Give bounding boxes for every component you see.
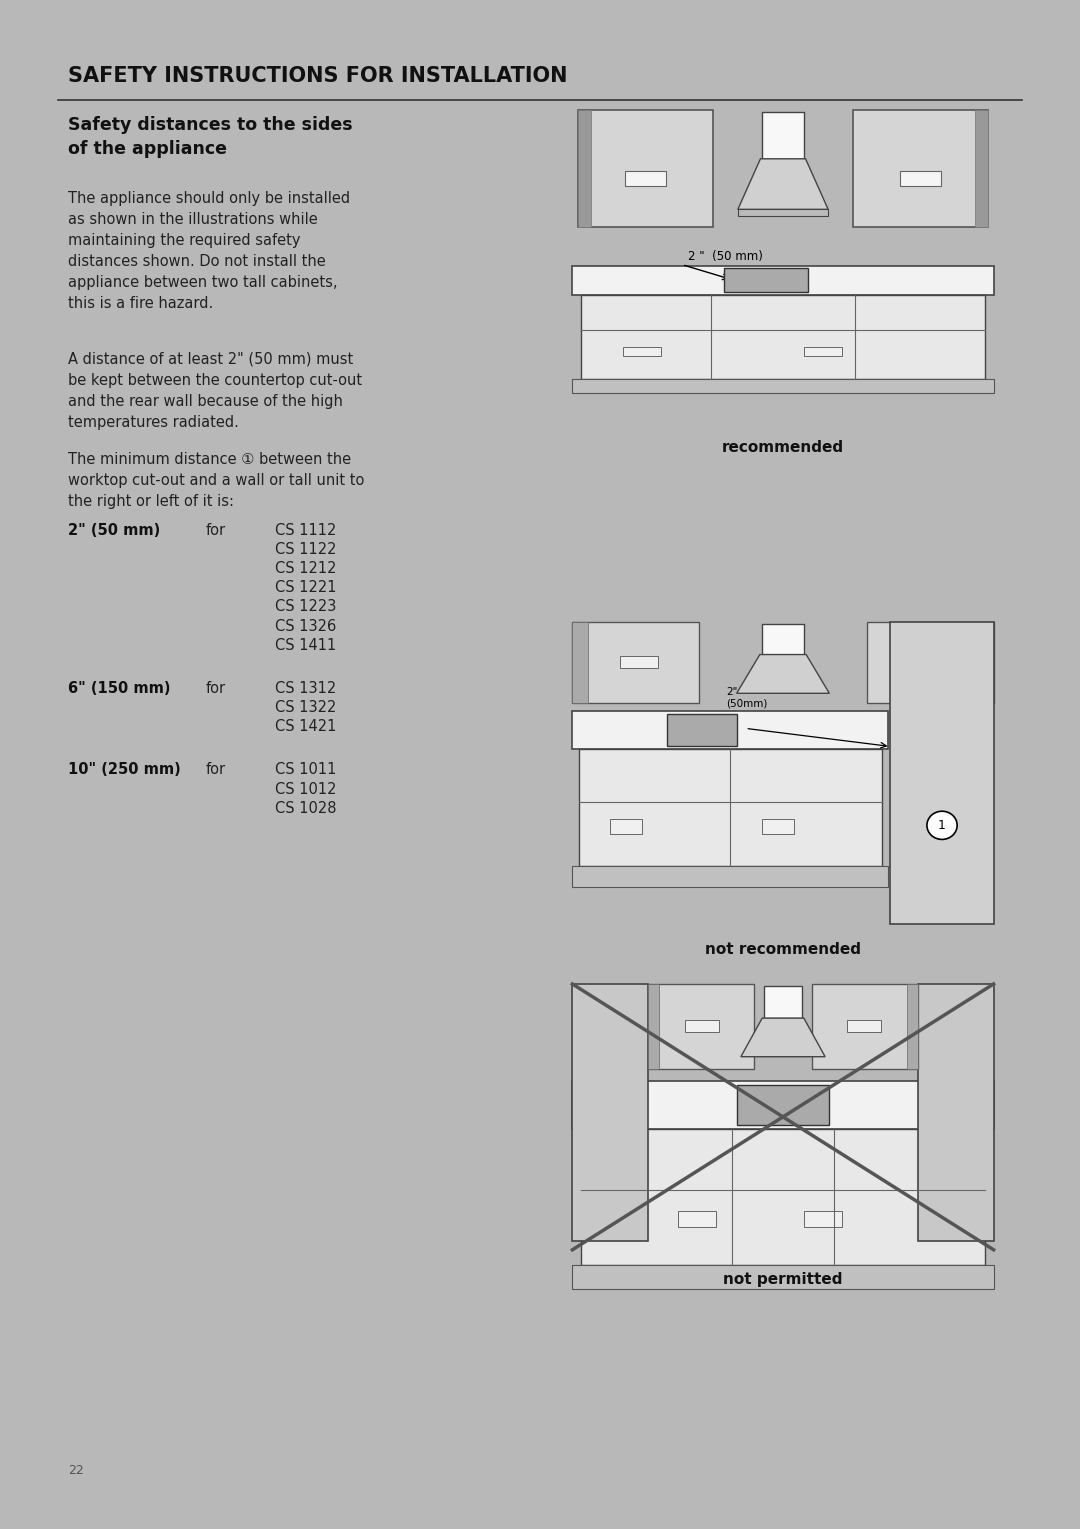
- Bar: [978, 621, 994, 703]
- Bar: [572, 1264, 994, 1289]
- Circle shape: [927, 812, 957, 839]
- Polygon shape: [737, 654, 829, 693]
- Text: for: for: [205, 523, 226, 538]
- Bar: [890, 621, 994, 924]
- Text: CS 1012: CS 1012: [275, 781, 337, 797]
- Bar: [610, 820, 642, 833]
- Bar: [581, 295, 985, 379]
- Text: 2"
(50mm): 2" (50mm): [726, 687, 767, 708]
- Text: not recommended: not recommended: [705, 942, 861, 957]
- Text: CS 1411: CS 1411: [275, 638, 337, 653]
- Bar: [648, 985, 659, 1069]
- Text: The minimum distance ① between the
worktop cut-out and a wall or tall unit to
th: The minimum distance ① between the workt…: [68, 453, 364, 509]
- Bar: [572, 1081, 994, 1128]
- Text: 2" (50 mm): 2" (50 mm): [68, 523, 160, 538]
- Bar: [572, 621, 588, 703]
- Text: CS 1028: CS 1028: [275, 801, 337, 816]
- Text: 10" (250 mm): 10" (250 mm): [68, 763, 180, 777]
- Bar: [812, 985, 918, 1069]
- Text: not permitted: not permitted: [724, 1272, 842, 1287]
- Text: Safety distances to the sides
of the appliance: Safety distances to the sides of the app…: [68, 116, 353, 157]
- Bar: [804, 347, 842, 356]
- Text: SAFETY INSTRUCTIONS FOR INSTALLATION: SAFETY INSTRUCTIONS FOR INSTALLATION: [68, 66, 568, 86]
- Bar: [572, 266, 994, 295]
- Text: 1: 1: [939, 820, 946, 832]
- Bar: [724, 268, 808, 292]
- Bar: [578, 110, 592, 226]
- Bar: [974, 110, 988, 226]
- Text: for: for: [205, 763, 226, 777]
- Bar: [764, 986, 802, 1018]
- Bar: [867, 621, 994, 703]
- Bar: [620, 656, 659, 668]
- Bar: [762, 820, 794, 833]
- Bar: [737, 1084, 829, 1125]
- Text: CS 1421: CS 1421: [275, 719, 337, 734]
- Bar: [578, 110, 713, 226]
- Bar: [762, 624, 804, 654]
- Text: CS 1223: CS 1223: [275, 599, 337, 615]
- Text: CS 1326: CS 1326: [275, 619, 337, 633]
- Bar: [623, 347, 661, 356]
- Bar: [900, 171, 941, 187]
- Bar: [907, 985, 918, 1069]
- Text: CS 1312: CS 1312: [275, 680, 337, 696]
- Text: CS 1011: CS 1011: [275, 763, 337, 777]
- Text: recommended: recommended: [721, 440, 845, 454]
- Bar: [572, 621, 699, 703]
- Polygon shape: [738, 159, 828, 209]
- Bar: [678, 1211, 716, 1226]
- Bar: [667, 714, 737, 746]
- Text: CS 1122: CS 1122: [275, 541, 337, 557]
- Text: CS 1112: CS 1112: [275, 523, 337, 538]
- Bar: [762, 112, 804, 159]
- Bar: [572, 867, 888, 887]
- Bar: [572, 985, 648, 1240]
- Bar: [648, 985, 754, 1069]
- Text: CS 1221: CS 1221: [275, 579, 337, 595]
- Bar: [579, 749, 882, 867]
- Bar: [572, 379, 994, 393]
- Polygon shape: [741, 1018, 825, 1057]
- Text: for: for: [205, 680, 226, 696]
- Bar: [685, 1020, 719, 1032]
- Text: The appliance should only be installed
as shown in the illustrations while
maint: The appliance should only be installed a…: [68, 191, 350, 310]
- Bar: [804, 1211, 842, 1226]
- Bar: [738, 209, 828, 217]
- Bar: [853, 110, 988, 226]
- Bar: [581, 1128, 985, 1264]
- Bar: [625, 171, 666, 187]
- Text: A distance of at least 2" (50 mm) must
be kept between the countertop cut-out
an: A distance of at least 2" (50 mm) must b…: [68, 352, 362, 430]
- Text: CS 1322: CS 1322: [275, 700, 337, 716]
- Bar: [572, 711, 888, 749]
- Text: 2 "  (50 mm): 2 " (50 mm): [688, 249, 764, 263]
- Text: 6" (150 mm): 6" (150 mm): [68, 680, 171, 696]
- Bar: [847, 1020, 881, 1032]
- Text: CS 1212: CS 1212: [275, 561, 337, 576]
- Text: 22: 22: [68, 1465, 84, 1477]
- Bar: [918, 985, 994, 1240]
- Bar: [907, 656, 946, 668]
